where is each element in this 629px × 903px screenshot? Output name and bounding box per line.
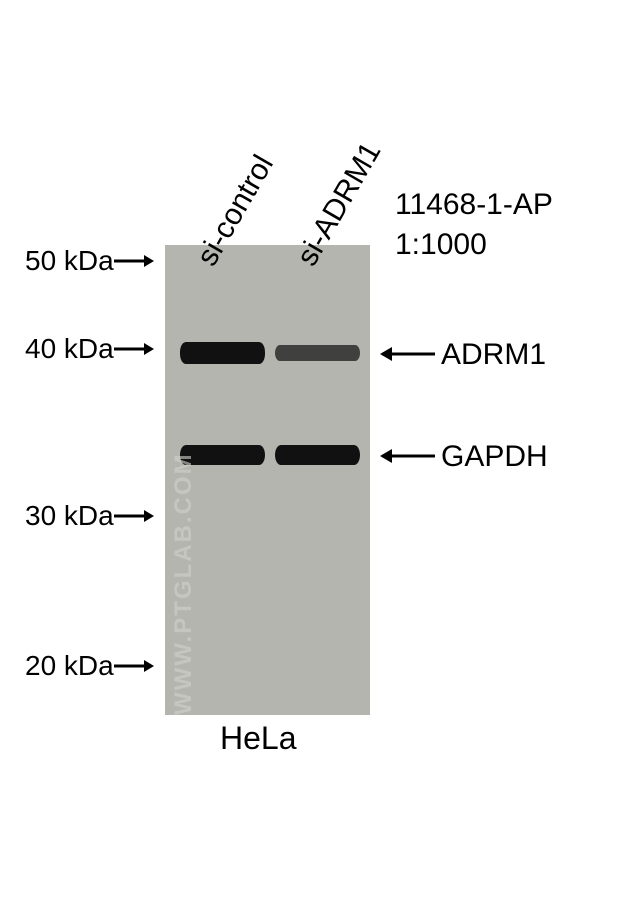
marker-30kda: 30 kDa	[25, 500, 154, 532]
cell-line-label: HeLa	[220, 720, 297, 757]
arrow-left-icon	[380, 338, 435, 372]
marker-40kda: 40 kDa	[25, 333, 154, 365]
marker-label: 40 kDa	[25, 333, 114, 365]
arrow-right-icon	[114, 245, 154, 277]
band-lane1-adrm1	[180, 342, 265, 364]
arrow-right-icon	[114, 650, 154, 682]
arrow-left-icon	[380, 440, 435, 474]
arrow-right-icon	[114, 333, 154, 365]
marker-label: 50 kDa	[25, 245, 114, 277]
watermark-text: WWW.PTGLAB.COM	[170, 452, 198, 715]
figure-container: WWW.PTGLAB.COM si-control si-ADRM1 50 kD…	[0, 0, 629, 903]
band-label-text: ADRM1	[441, 338, 546, 372]
arrow-right-icon	[114, 500, 154, 532]
antibody-catalog: 11468-1-AP	[395, 185, 553, 224]
band-label-adrm1: ADRM1	[380, 338, 546, 372]
antibody-dilution: 1:1000	[395, 225, 487, 264]
band-lane2-adrm1	[275, 345, 360, 361]
band-label-gapdh: GAPDH	[380, 440, 548, 474]
marker-label: 20 kDa	[25, 650, 114, 682]
marker-20kda: 20 kDa	[25, 650, 154, 682]
band-label-text: GAPDH	[441, 440, 548, 474]
marker-label: 30 kDa	[25, 500, 114, 532]
marker-50kda: 50 kDa	[25, 245, 154, 277]
band-lane2-gapdh	[275, 445, 360, 465]
